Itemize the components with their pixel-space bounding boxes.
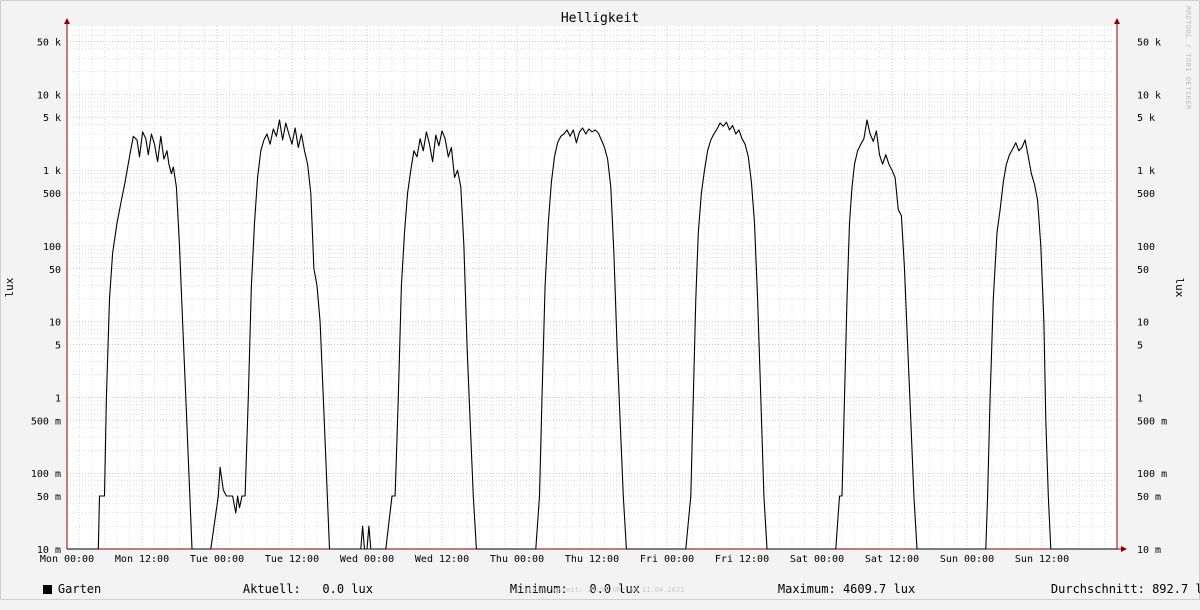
x-tick-label: Thu 00:00 (490, 554, 544, 565)
legend-min-label: Minimum: (509, 582, 568, 596)
x-tick-label: Tue 00:00 (190, 554, 244, 565)
y-tick-label-right: 1 k (1137, 166, 1155, 177)
y-tick-label-right: 10 (1137, 318, 1149, 329)
x-tick-label: Wed 00:00 (340, 554, 394, 565)
y-tick-label-left: 10 k (37, 90, 61, 101)
y-tick-label-left: 100 (43, 242, 61, 253)
y-axis-title-right: lux (1173, 278, 1186, 298)
y-tick-label-left: 100 m (31, 469, 61, 480)
y-tick-label-left: 500 (43, 189, 61, 200)
y-tick-label-right: 50 k (1137, 37, 1161, 48)
chart-title: Helligkeit (560, 11, 640, 26)
y-tick-label-left: 50 m (37, 492, 61, 503)
legend-max-label: Maximum: (777, 582, 836, 596)
y-tick-label-left: 5 k (43, 113, 61, 124)
x-tick-label: Mon 00:00 (40, 554, 94, 565)
legend-avg-label: Durchschnitt: (1050, 582, 1145, 596)
legend-min-value: 0.0 lux (589, 582, 640, 596)
y-tick-label-right: 500 m (1137, 416, 1167, 427)
x-tick-label: Fri 00:00 (640, 554, 694, 565)
x-tick-label: Wed 12:00 (415, 554, 469, 565)
y-tick-label-right: 50 (1137, 265, 1149, 276)
x-tick-label: Sat 00:00 (790, 554, 844, 565)
y-tick-label-right: 5 k (1137, 113, 1155, 124)
y-tick-label-right: 5 (1137, 341, 1143, 352)
series-line-garten (67, 119, 1117, 550)
x-tick-label: Thu 12:00 (565, 554, 619, 565)
y-tick-label-left: 5 (55, 341, 61, 352)
x-axis-arrow (1121, 546, 1127, 552)
grid-lines (67, 26, 1117, 549)
x-tick-label: Fri 12:00 (715, 554, 769, 565)
legend-average: Durchschnitt: 892.7 lux (1022, 568, 1200, 610)
legend-avg-value: 892.7 lux (1152, 582, 1200, 596)
x-tick-label: Sun 12:00 (1015, 554, 1069, 565)
legend-max-value: 4609.7 lux (842, 582, 916, 596)
y-axis-right-arrow (1114, 18, 1120, 24)
y-tick-label-right: 10 k (1137, 90, 1161, 101)
x-tick-label: Sat 12:00 (865, 554, 919, 565)
y-tick-label-left: 50 (49, 265, 61, 276)
y-tick-label-left: 1 k (43, 166, 61, 177)
y-tick-label-right: 100 (1137, 242, 1155, 253)
y-axis-title-left: lux (3, 277, 16, 297)
legend-current-value: 0.0 lux (322, 582, 373, 596)
legend-series: Garten (14, 568, 101, 610)
watermark: RRDTOOL / TOBI OETIKER (1184, 6, 1192, 110)
y-tick-label-left: 500 m (31, 416, 61, 427)
footer-timestamp: Erstellungszeit: 23:55 Uhr am 11.04.2021 (515, 586, 685, 594)
y-tick-label-left: 10 (49, 318, 61, 329)
x-tick-label: Sun 00:00 (940, 554, 994, 565)
y-axis-left-arrow (64, 18, 70, 24)
legend-swatch (42, 585, 52, 594)
y-tick-label-right: 10 m (1137, 545, 1161, 556)
y-tick-label-left: 1 (55, 393, 61, 404)
legend-series-name: Garten (57, 582, 102, 596)
legend-minimum: Minimum: 0.0 lux (481, 568, 640, 610)
x-tick-label: Mon 12:00 (115, 554, 169, 565)
legend-current: Aktuell: 0.0 lux (214, 568, 373, 610)
x-tick-label: Tue 12:00 (265, 554, 319, 565)
y-tick-label-right: 100 m (1137, 469, 1167, 480)
y-tick-label-right: 1 (1137, 393, 1143, 404)
legend-current-label: Aktuell: (242, 582, 301, 596)
y-tick-label-right: 50 m (1137, 492, 1161, 503)
y-tick-label-left: 10 m (37, 545, 61, 556)
y-tick-label-right: 500 (1137, 189, 1155, 200)
legend-maximum: Maximum: 4609.7 lux (749, 568, 915, 610)
y-tick-label-left: 50 k (37, 37, 61, 48)
